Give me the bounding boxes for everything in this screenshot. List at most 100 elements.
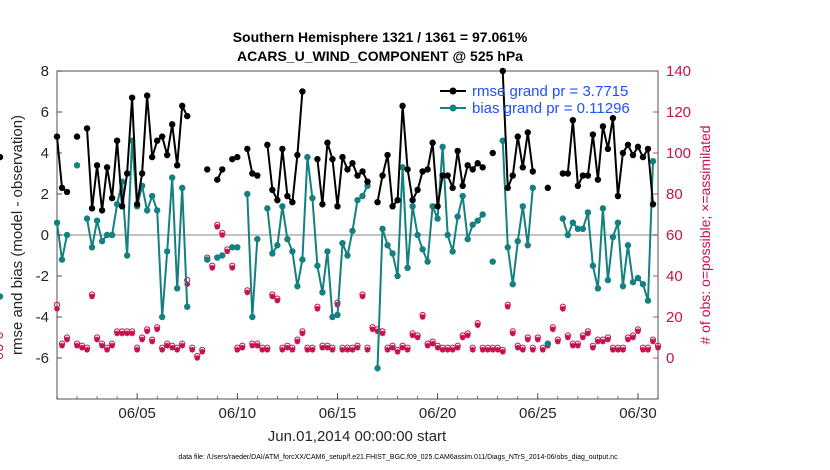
rmse-point [168,121,176,128]
obs-assimilated-point [444,347,451,353]
bias-point [83,215,91,222]
obs-assimilated-point [409,332,416,339]
rmse-point [229,155,236,163]
obs-assimilated-point [264,347,271,353]
bias-point [264,205,271,212]
rmse-point [394,196,401,204]
bias-point [73,162,81,169]
bias-point [168,174,176,181]
rmse-point [634,143,642,151]
bias-point [214,254,221,261]
bias-point [479,211,486,218]
bias-point [299,256,306,263]
rmse-point [579,172,587,179]
obs-assimilated-point [74,342,80,349]
bias-point [148,192,156,200]
bias-point [374,365,381,372]
bias-point [234,244,241,251]
obs-assimilated-point [209,265,216,271]
obs-assimilated-point [79,344,85,351]
obs-assimilated-point [590,344,596,351]
bias-point [279,203,286,210]
rmse-point [138,170,146,177]
rmse-point [214,176,221,183]
x-tick-label: 06/05 [118,405,156,422]
bias-point [339,240,346,247]
bias-point [354,196,361,204]
bias-series [0,137,657,372]
obs-assimilated-point [635,328,641,335]
rmse-point [148,153,156,161]
obs-assimilated-point [625,336,631,343]
obs-assimilated-point [179,342,186,349]
rmse-point [294,151,301,159]
bias-point [574,225,582,233]
rmse-point [529,168,536,175]
obs-assimilated-point [585,330,591,337]
bias-point [439,143,446,151]
obs-assimilated-point [89,293,95,300]
bias-point [108,231,116,239]
bias-point [93,217,101,224]
obs-assimilated-point [384,347,391,353]
bias-point [63,231,71,239]
rmse-point [509,172,516,179]
obs-assimilated-point [114,330,120,337]
bias-point [153,207,161,214]
rmse-series [0,67,657,214]
rmse-point [359,168,366,175]
rmse-point [599,123,607,130]
rmse-point [334,203,341,210]
bias-point [319,289,326,296]
rmse-point [444,172,451,179]
obs-assimilated-point [214,224,221,230]
obs-assimilated-point [414,334,421,341]
bias-point [559,215,567,222]
obs-assimilated-point [595,338,601,345]
rmse-point [244,145,251,153]
bias-point [289,248,296,255]
obs-assimilated-point [550,326,556,333]
rmse-point [279,145,286,153]
obs-assimilated-point [605,336,611,343]
obs-assimilated-point [489,347,496,353]
obs-assimilated-point [314,306,321,312]
bias-point [604,276,612,284]
y-tick-label: -2 [36,268,49,285]
obs-possible-point [0,344,4,351]
obs-assimilated-point [349,347,356,353]
obs-assimilated-point [524,336,531,343]
rmse-point [384,151,391,159]
obs-possible-point [0,352,4,360]
y-tick-label: -4 [36,309,49,326]
bias-point [284,235,291,243]
obs-assimilated-point [354,344,361,351]
obs-assimilated-point [194,355,201,361]
obs-assimilated-point [289,347,296,353]
rmse-point [269,186,276,194]
rmse-point [339,153,346,161]
obs-assimilated-point [484,347,491,353]
obs-assimilated-point [219,232,226,238]
obs-assimilated-point [244,289,251,296]
x-tick-label: 06/30 [619,405,657,422]
bias-point [389,250,396,257]
obs-assimilated-point [474,322,481,328]
bias-point [429,203,436,210]
rmse-point [118,203,126,210]
obs-assimilated-point [64,336,70,343]
plot-area: -6 -4 -2 0 2 4 6 8 0 20 40 60 80 100 120 140 06/05 06/1… [0,63,691,422]
rmse-point [614,192,622,200]
rmse-point [289,199,296,206]
obs-assimilated-point [509,330,516,337]
rmse-point [574,182,582,189]
bias-point [394,272,401,280]
rmse-point [264,141,271,148]
obs-assimilated-point [439,347,446,353]
rmse-point [128,94,136,101]
rmse-point [504,184,511,192]
bias-point [123,252,131,259]
bias-point [113,201,121,208]
obs-assimilated-point [565,334,571,341]
bias-point [424,258,431,265]
